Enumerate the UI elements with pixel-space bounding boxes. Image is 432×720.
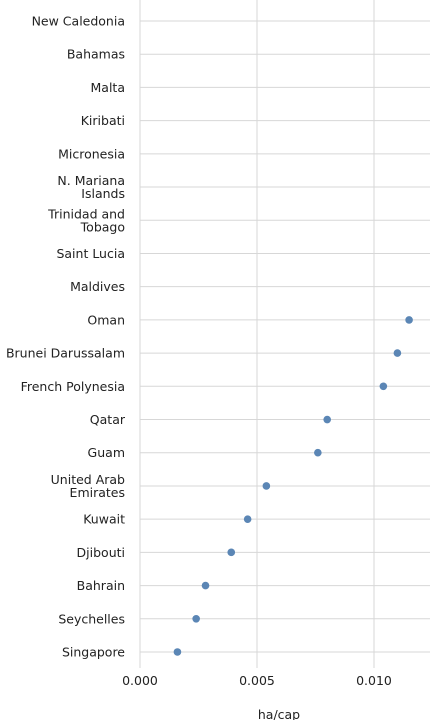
category-label: Brunei Darussalam (6, 346, 125, 361)
category-label: Singapore (62, 644, 125, 659)
category-label: Seychelles (58, 611, 125, 626)
category-label: Qatar (90, 412, 126, 427)
horizontal-gridlines (140, 20, 430, 653)
category-label: N. Mariana Islands (57, 173, 125, 201)
category-label: Micronesia (58, 146, 125, 161)
category-label: Oman (87, 312, 125, 327)
data-point (192, 614, 200, 623)
data-point (379, 382, 388, 391)
data-point (173, 648, 182, 656)
x-tick-label: 0.000 (122, 673, 158, 688)
data-point (262, 482, 271, 490)
category-label: French Polynesia (21, 379, 125, 394)
category-label: United Arab Emirates (51, 472, 125, 500)
x-tick-label: 0.010 (356, 673, 392, 688)
x-axis-title: ha/cap (258, 707, 300, 720)
vertical-gridlines (139, 0, 375, 668)
data-point (243, 515, 252, 523)
category-label: Djibouti (77, 545, 125, 560)
data-point (393, 349, 402, 357)
category-label-line: Emirates (70, 485, 125, 500)
data-point (227, 548, 236, 557)
category-label: Trinidad and Tobago (47, 206, 125, 234)
data-point (405, 316, 413, 324)
category-label: New Caledonia (32, 14, 125, 29)
category-label-line: United Arab (51, 472, 125, 487)
category-label: Kiribati (81, 113, 125, 128)
category-label: Saint Lucia (56, 246, 125, 261)
data-point (201, 581, 210, 590)
data-points (173, 316, 413, 656)
category-label: Bahamas (67, 47, 125, 62)
category-label: Maldives (70, 279, 125, 294)
category-label: Kuwait (83, 512, 125, 527)
category-label: Bahrain (77, 578, 125, 593)
category-label: Guam (88, 445, 125, 460)
category-label-line: N. Mariana (57, 173, 125, 188)
data-point (314, 448, 322, 457)
category-label-line: Trinidad and (47, 206, 125, 221)
x-tick-label: 0.005 (239, 673, 275, 688)
category-label-line: Islands (81, 186, 125, 201)
category-label-line: Tobago (80, 219, 125, 234)
category-labels: New Caledonia Bahamas Malta Kiribati Microne… (6, 14, 126, 660)
data-point (323, 415, 332, 424)
category-label: Malta (91, 80, 125, 95)
